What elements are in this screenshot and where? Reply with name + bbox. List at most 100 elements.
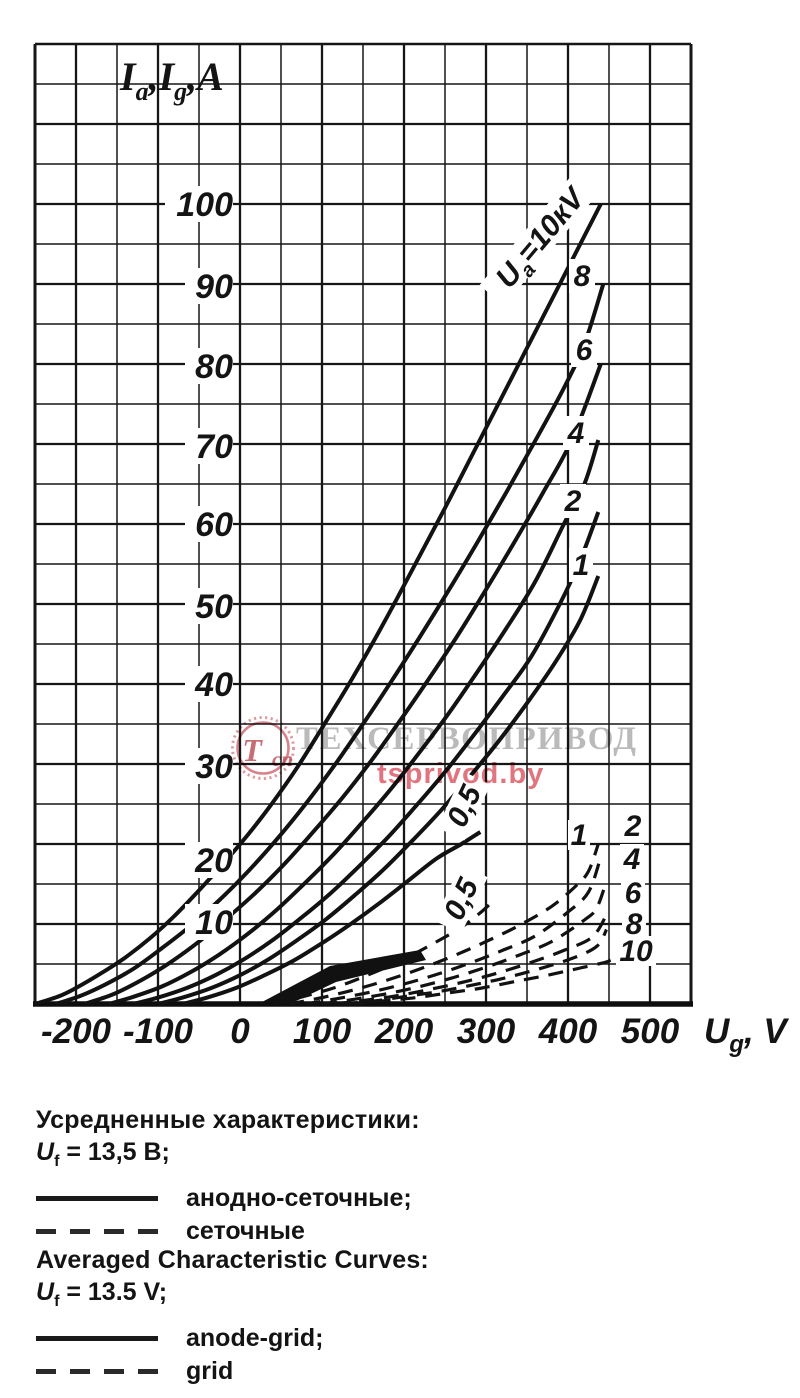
curve-label-patch (434, 864, 488, 934)
legend-english: Averaged Characteristic Curves: Uf = 13.… (36, 1246, 676, 1388)
curve-label-patch (569, 548, 593, 582)
curve-label-patch (571, 333, 597, 367)
u-symbol: U (36, 1278, 55, 1306)
y-tick-patch (185, 666, 233, 702)
curve-dashed-grid-Ua-1kV (288, 843, 600, 1006)
watermark-logo-letter: Т (242, 732, 263, 768)
curve-label: 4 (567, 417, 585, 450)
y-tick-label: 30 (195, 748, 233, 786)
y-tick-patch (185, 748, 233, 784)
curve-label-patch (621, 811, 645, 841)
legend-ru-item-grid: сеточные (36, 1215, 676, 1248)
watermark-logo-circle (236, 721, 290, 775)
characteristic-curves-chart: 100 90 80 70 60 50 40 30 20 10 -200 -100 0 100 200 300 4… (33, 42, 789, 1058)
legend-item-label: grid (186, 1357, 234, 1385)
axis-labels: 100 90 80 70 60 50 40 30 20 10 -200 -100 0 100 200 300 4… (41, 54, 789, 1058)
curve-dashed-grid-Ua-4kV (321, 880, 609, 1006)
curve-label: 1 (571, 819, 588, 852)
curve-label-patch (621, 878, 645, 908)
curve-label-patch (563, 416, 589, 450)
x-tick-label: 400 (538, 1012, 598, 1051)
y-tick-patch (165, 186, 233, 222)
curve-label-group: 2 (560, 484, 586, 518)
solid-line-swatch (36, 1196, 158, 1201)
x-axis-unit-label: Ug, V (704, 1012, 789, 1058)
curve-label: 6 (576, 334, 593, 367)
y-tick-label: 80 (195, 348, 233, 386)
watermark-brand-text: ТЕХСЕРВОПРИВОД (296, 721, 638, 757)
curve-label-group: 4 (563, 416, 589, 450)
curve-label-patch (620, 844, 644, 874)
curve-label-patch (622, 909, 646, 939)
legend-item-label: сеточные (186, 1217, 305, 1245)
watermark-logo-letters-small: сп (272, 747, 293, 771)
curve-label: 8 (626, 908, 643, 941)
y-tick-label: 100 (176, 186, 233, 224)
y-tick-label: 20 (194, 842, 233, 880)
curve-solid-anode-grid-Ua-10kV (34, 203, 603, 1006)
curve-label: 10 (619, 935, 653, 968)
curve-solid-anode-grid-Ua-0.5kV (182, 830, 482, 1006)
legend-ru-title: Усредненные характеристики: (36, 1106, 420, 1134)
curve-label-group: 6 (571, 333, 597, 367)
x-tick-label: 0 (230, 1012, 250, 1051)
curve-label-group: 8 (569, 259, 595, 293)
u-subscript: f (54, 1153, 60, 1170)
y-tick-label: 40 (194, 666, 233, 704)
legend-en-item-anode-grid: anode-grid; (36, 1322, 676, 1355)
y-tick-label: 70 (195, 428, 233, 466)
y-tick-label: 10 (195, 904, 233, 942)
legend-en-filament-voltage: Uf = 13.5 V; (36, 1278, 676, 1311)
curve-label-patch (437, 771, 491, 841)
x-tick-label: 300 (457, 1012, 516, 1051)
curve-solid-anode-grid-Ua-8kV (54, 283, 606, 1006)
y-tick-patch (185, 428, 233, 464)
y-tick-patch (185, 506, 233, 542)
curve-label-patch (569, 259, 595, 293)
legend-ru-item-anode-grid: анодно-сеточные; (36, 1182, 676, 1215)
solid-line-swatch (36, 1336, 158, 1341)
curve-label: 6 (625, 877, 642, 910)
x-tick-label: 500 (621, 1012, 680, 1051)
curve-label-group: 10 (616, 935, 656, 968)
y-tick-label: 90 (195, 268, 233, 306)
curve-label: 2 (564, 485, 582, 518)
filament-value: = 13,5 В; (59, 1138, 170, 1166)
u-subscript: f (54, 1293, 60, 1310)
y-axis-unit-label: Ia,Ig,A (119, 54, 224, 106)
x-tick-label: -200 (41, 1012, 112, 1051)
y-tick-patch (185, 842, 233, 878)
watermark-gear-ring (231, 716, 295, 780)
curve-label-group: 4 (620, 843, 644, 876)
u-symbol: U (36, 1138, 55, 1166)
curve-label: 8 (574, 260, 591, 293)
watermark-site-text: tsprivod.by (377, 758, 544, 790)
legend-russian: Усредненные характеристики: Uf = 13,5 В;… (36, 1106, 676, 1248)
legend-ru-filament-voltage: Uf = 13,5 В; (36, 1138, 676, 1171)
x-tick-label: 200 (374, 1012, 434, 1051)
y-tick-patch (185, 348, 233, 384)
curves (34, 203, 612, 1006)
legend-item-label: anode-grid; (186, 1324, 324, 1352)
x-tick-label: 100 (293, 1012, 352, 1051)
curve-dashed-grid-Ua-2kV (305, 856, 603, 1006)
y-tick-label: 60 (195, 506, 233, 544)
curve-label: 1 (573, 549, 590, 582)
curve-label: 4 (623, 843, 641, 876)
x-tick-label: -100 (123, 1012, 194, 1051)
dashed-line-swatch (36, 1229, 158, 1234)
legend-en-title: Averaged Characteristic Curves: (36, 1246, 429, 1274)
curve-label-group: 8 (622, 908, 646, 941)
curve-solid-anode-grid-Ua-2kV (132, 511, 601, 1006)
y-tick-patch (185, 268, 233, 304)
curve-solid-anode-grid-Ua-6kV (83, 363, 603, 1006)
curve-solid-anode-grid-Ua-4kV (108, 439, 601, 1006)
curve-label-group: 2 (621, 810, 645, 843)
curve-dashed-grid-Ua-6kV (334, 911, 609, 1006)
y-tick-patch (185, 588, 233, 624)
curve-solid-anode-grid-Ua-1kV (157, 575, 601, 1006)
legend-item-label: анодно-сеточные; (186, 1184, 412, 1212)
